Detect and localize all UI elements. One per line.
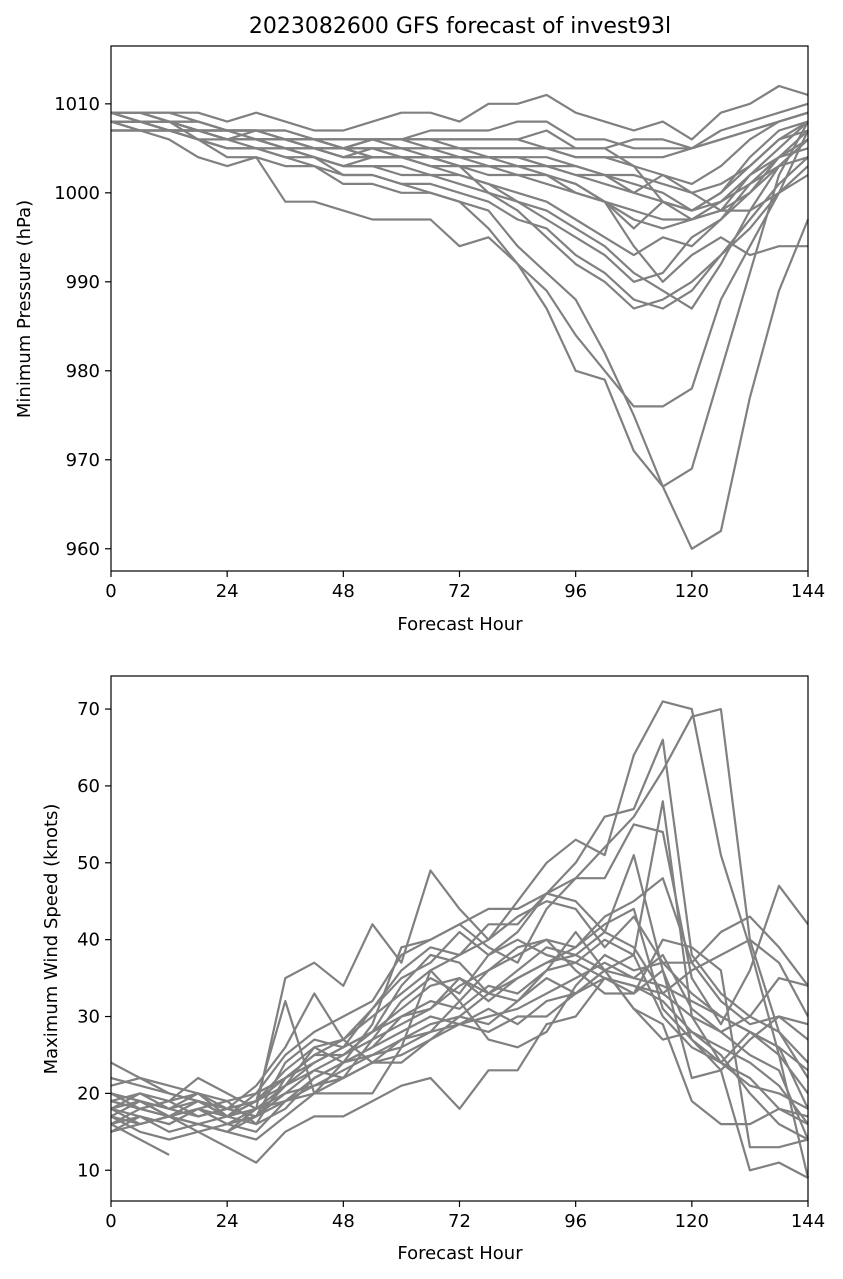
pressure-y-tick-label: 990 (66, 272, 100, 293)
wind-x-tick-label: 0 (105, 1211, 116, 1232)
wind-x-tick-label: 144 (791, 1211, 825, 1232)
wind-x-ticks: 0 24 48 72 96 120 144 (105, 1201, 825, 1232)
wind-y-tick-label: 10 (77, 1160, 100, 1181)
wind-x-tick-label: 24 (216, 1211, 239, 1232)
pressure-x-tick-label: 72 (448, 581, 471, 602)
pressure-x-ticks: 0 24 48 72 96 120 144 (105, 571, 825, 602)
wind-series-line-6 (110, 853, 809, 1110)
wind-speed-chart: Forecast Hour Maximum Wind Speed (knots)… (41, 675, 825, 1264)
pressure-y-axis-label: Minimum Pressure (hPa) (14, 200, 35, 418)
wind-x-tick-label: 48 (332, 1211, 355, 1232)
pressure-series-line-4 (111, 120, 809, 408)
wind-y-tick-label: 50 (77, 853, 100, 874)
wind-plot-frame (110, 675, 809, 1202)
pressure-x-tick-label: 0 (105, 581, 116, 602)
wind-series-line-2 (110, 700, 809, 1133)
wind-x-tick-label: 72 (448, 1211, 471, 1232)
wind-x-tick-label: 120 (675, 1211, 709, 1232)
wind-series-line-12 (110, 930, 809, 1110)
wind-series-line-18 (110, 907, 809, 1179)
pressure-series-line-20 (111, 120, 809, 194)
wind-y-tick-label: 60 (77, 776, 100, 797)
wind-y-tick-label: 70 (77, 699, 100, 720)
pressure-x-axis-label: Forecast Hour (397, 614, 523, 635)
wind-y-ticks: 10 20 30 40 50 60 70 (77, 699, 111, 1181)
pressure-x-tick-label: 120 (675, 581, 709, 602)
pressure-series-lines (110, 84, 810, 550)
pressure-series-line-14 (110, 120, 809, 257)
pressure-plot-frame (110, 45, 809, 572)
wind-series-line-19 (110, 938, 809, 1149)
pressure-series-line-5 (110, 120, 809, 488)
pressure-series-line-1 (111, 84, 809, 141)
wind-series-line-4 (110, 738, 809, 1133)
wind-y-tick-label: 30 (77, 1007, 100, 1028)
pressure-chart: 2023082600 GFS forecast of invest93l For… (14, 14, 825, 635)
pressure-x-tick-label: 24 (216, 581, 239, 602)
wind-y-axis-label: Maximum Wind Speed (knots) (41, 804, 62, 1075)
pressure-series-line-3 (111, 129, 810, 550)
wind-y-tick-label: 20 (77, 1083, 100, 1104)
wind-x-axis-label: Forecast Hour (397, 1243, 523, 1264)
pressure-y-tick-label: 980 (66, 361, 100, 382)
wind-x-tick-label: 96 (564, 1211, 587, 1232)
pressure-series-line-21 (111, 111, 809, 212)
wind-series-line-21 (110, 953, 809, 1133)
pressure-x-tick-label: 96 (564, 581, 587, 602)
pressure-x-tick-label: 48 (332, 581, 355, 602)
pressure-x-tick-label: 144 (791, 581, 825, 602)
pressure-y-tick-label: 970 (66, 450, 100, 471)
pressure-y-ticks: 960 970 980 990 1000 1010 (54, 94, 111, 560)
pressure-y-tick-label: 960 (66, 539, 100, 560)
pressure-y-tick-label: 1010 (54, 94, 100, 115)
chart-title: 2023082600 GFS forecast of invest93l (249, 14, 671, 39)
wind-series-lines (110, 700, 810, 1179)
wind-series-line-13 (110, 976, 809, 1164)
wind-series-line-9 (110, 938, 809, 1110)
wind-series-line-20 (110, 900, 809, 1126)
pressure-y-tick-label: 1000 (54, 183, 100, 204)
pressure-series-line-22 (111, 120, 809, 221)
wind-y-tick-label: 40 (77, 930, 100, 951)
